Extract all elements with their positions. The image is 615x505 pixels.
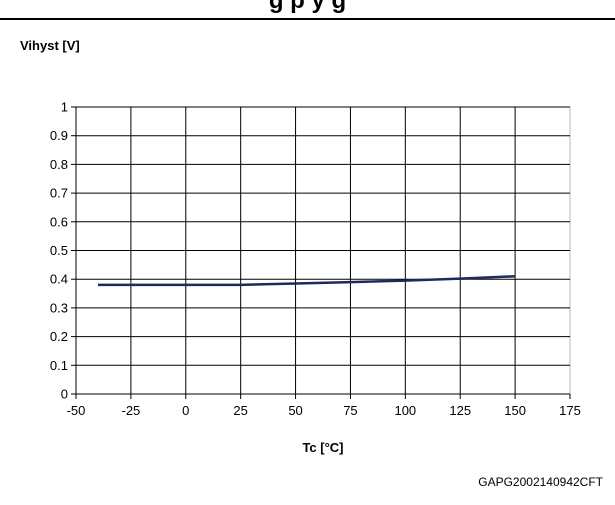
x-tick-label: 75 xyxy=(343,403,357,418)
x-tick-label: 25 xyxy=(233,403,247,418)
y-tick-label: 0.5 xyxy=(50,243,68,258)
x-tick-label: -25 xyxy=(121,403,140,418)
y-tick-label: 1 xyxy=(61,100,68,115)
top-rule xyxy=(0,18,615,20)
header-title: g p y g xyxy=(268,0,347,14)
figure-code: GAPG2002140942CFT xyxy=(478,475,603,489)
x-tick-label: 125 xyxy=(449,403,471,418)
y-tick-label: 0.3 xyxy=(50,300,68,315)
x-tick-label: 50 xyxy=(288,403,302,418)
tick-labels: 0 0.1 0.2 0.3 0.4 0.5 0.6 0.7 0.8 0.9 1 -50 -25 0 25 50… xyxy=(50,100,581,419)
x-tick-label: 100 xyxy=(394,403,416,418)
y-tick-label: 0.1 xyxy=(50,358,68,373)
series-layer xyxy=(98,275,516,287)
grid xyxy=(76,106,570,394)
y-tick-label: 0.9 xyxy=(50,128,68,143)
y-tick-label: 0.2 xyxy=(50,329,68,344)
y-tick-label: 0.4 xyxy=(50,272,68,287)
axes xyxy=(71,106,571,399)
y-tick-label: 0 xyxy=(61,387,68,402)
x-tick-label: -50 xyxy=(67,403,86,418)
x-axis-title: Tc [°C] xyxy=(302,440,343,455)
series-line-0 xyxy=(98,275,516,287)
x-tick-label: 150 xyxy=(504,403,526,418)
y-tick-label: 0.8 xyxy=(50,157,68,172)
y-axis-title: Vihyst [V] xyxy=(20,38,80,53)
y-tick-label: 0.6 xyxy=(50,214,68,229)
y-tick-label: 0.7 xyxy=(50,186,68,201)
x-tick-label: 175 xyxy=(559,403,581,418)
x-tick-label: 0 xyxy=(182,403,189,418)
